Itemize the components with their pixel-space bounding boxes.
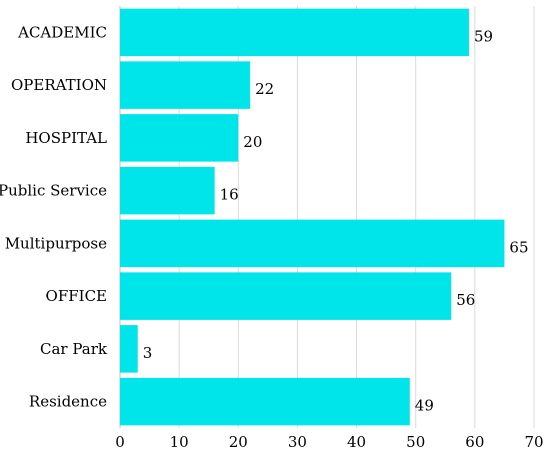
bar-car-park [120,325,138,373]
category-label-hospital: HOSPITAL [25,129,107,147]
category-label-public-service: Public Service [0,182,107,200]
category-label-car-park: Car Park [40,340,108,358]
x-tick-label-20: 20 [229,433,248,451]
category-label-multipurpose: Multipurpose [5,234,107,252]
bars [120,8,505,426]
x-tick-label-30: 30 [288,433,307,451]
x-tick-label-0: 0 [115,433,125,451]
value-label-residence: 49 [415,397,434,415]
x-tick-label-70: 70 [524,433,543,451]
value-label-public-service: 16 [220,186,239,204]
value-labels: 59 22 20 16 65 56 3 49 [143,27,529,414]
x-tick-label-60: 60 [465,433,484,451]
value-label-hospital: 20 [243,133,262,151]
x-tick-labels: 0 10 20 30 40 50 60 70 [115,433,543,451]
value-label-operation: 22 [255,80,274,98]
category-label-operation: OPERATION [11,76,107,94]
category-label-academic: ACADEMIC [17,23,107,41]
bar-multipurpose [120,219,505,268]
x-tick-label-50: 50 [406,433,425,451]
bar-operation [120,61,251,109]
value-label-academic: 59 [474,27,493,45]
x-tick-label-40: 40 [347,433,366,451]
bar-residence [120,377,410,426]
category-labels: ACADEMIC OPERATION HOSPITAL Public Service M… [0,23,108,410]
value-label-car-park: 3 [143,344,153,362]
bar-public-service [120,166,215,215]
bar-hospital [120,114,239,162]
value-label-multipurpose: 65 [509,238,528,256]
value-label-office: 56 [456,291,475,309]
bar-office [120,272,452,320]
category-label-residence: Residence [29,393,107,411]
bar-academic [120,8,469,57]
category-label-office: OFFICE [46,287,107,305]
x-tick-label-10: 10 [170,433,189,451]
